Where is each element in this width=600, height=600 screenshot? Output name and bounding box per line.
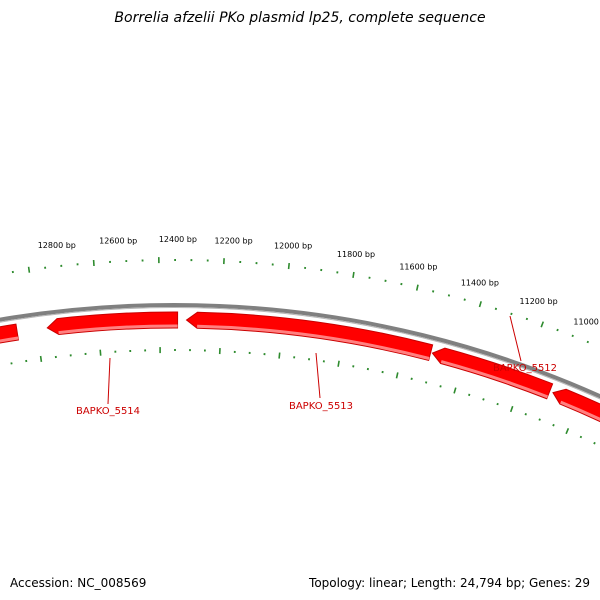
gene-arrow-left [0,323,19,344]
map-title: Borrelia afzelii PKo plasmid lp25, compl… [114,10,486,26]
outer-tick [415,284,419,291]
inner-tick [39,355,43,363]
gene-arrow-bapko-5512-edge [440,360,549,399]
scale-label: 12400 bp [159,235,197,244]
inner-tick [593,441,596,445]
gene-label: BAPKO_5514 [76,406,140,417]
inner-tick [509,405,514,413]
inner-tick [552,423,555,427]
scale-label: 11200 bp [520,297,558,306]
outer-tick [463,298,466,301]
outer-tick [27,266,31,273]
outer-tick [447,294,451,297]
scale-label: 12000 bp [274,242,312,251]
inner-tick [395,372,399,379]
leader-line [107,357,111,405]
gene-arrow-bapko-5514-edge [58,324,178,335]
inner-tick [99,349,102,356]
outer-tick [556,328,559,332]
inner-tick [482,398,485,401]
backbone-shadow [0,307,600,400]
gene-arrow-right-edge [560,400,600,421]
inner-tick [524,412,527,416]
scale-label: 12800 bp [38,241,76,250]
inner-tick [425,381,428,384]
outer-tick [586,340,590,344]
scale-labels: 11000 bp 11200 bp 11400 bp 11600 bp 11800 bp… [38,235,600,327]
leader-line [315,352,321,399]
gene-labels: BAPKO_5512 BAPKO_5513 BAPKO_5514 [76,315,557,417]
outer-tick [478,301,482,308]
outer-tick [352,271,355,279]
gene-label: BAPKO_5513 [289,401,353,412]
inner-tick [439,385,442,388]
inner-tick [496,402,499,406]
gene-label: BAPKO_5512 [493,363,557,374]
outer-tick [432,290,435,293]
scale-label: 11600 bp [399,262,437,271]
scale-label: 12600 bp [99,236,137,245]
leader-line [509,315,522,362]
backbone-line [0,302,600,399]
inner-tick [278,352,281,359]
inner-tick [468,393,471,397]
gene-track [0,311,600,423]
inner-tick [579,435,583,439]
gene-arrow-left-edge [0,336,19,343]
inner-tick [337,360,340,367]
scale-label: 11800 bp [337,250,375,259]
scale-label: 11000 bp [573,318,600,327]
inner-tick [565,427,570,435]
scale-label: 12200 bp [215,237,253,246]
inner-tick [453,387,457,394]
outer-tick [494,307,498,311]
inner-tick [410,377,413,381]
accession-label: Accession: NC_008569 [10,576,147,590]
outer-tick [540,321,545,328]
inner-scale-ticks [10,347,596,445]
gene-arrow-bapko-5513-edge [197,324,430,360]
outer-tick [287,263,290,270]
outer-tick [510,312,513,316]
scale-label: 11400 bp [461,278,499,287]
outer-scale-ticks [11,257,590,344]
outer-tick [571,334,574,338]
outer-tick [525,317,529,321]
inner-tick [538,418,541,421]
backbone-arc [0,302,600,400]
summary-label: Topology: linear; Length: 24,794 bp; Gen… [309,576,590,590]
